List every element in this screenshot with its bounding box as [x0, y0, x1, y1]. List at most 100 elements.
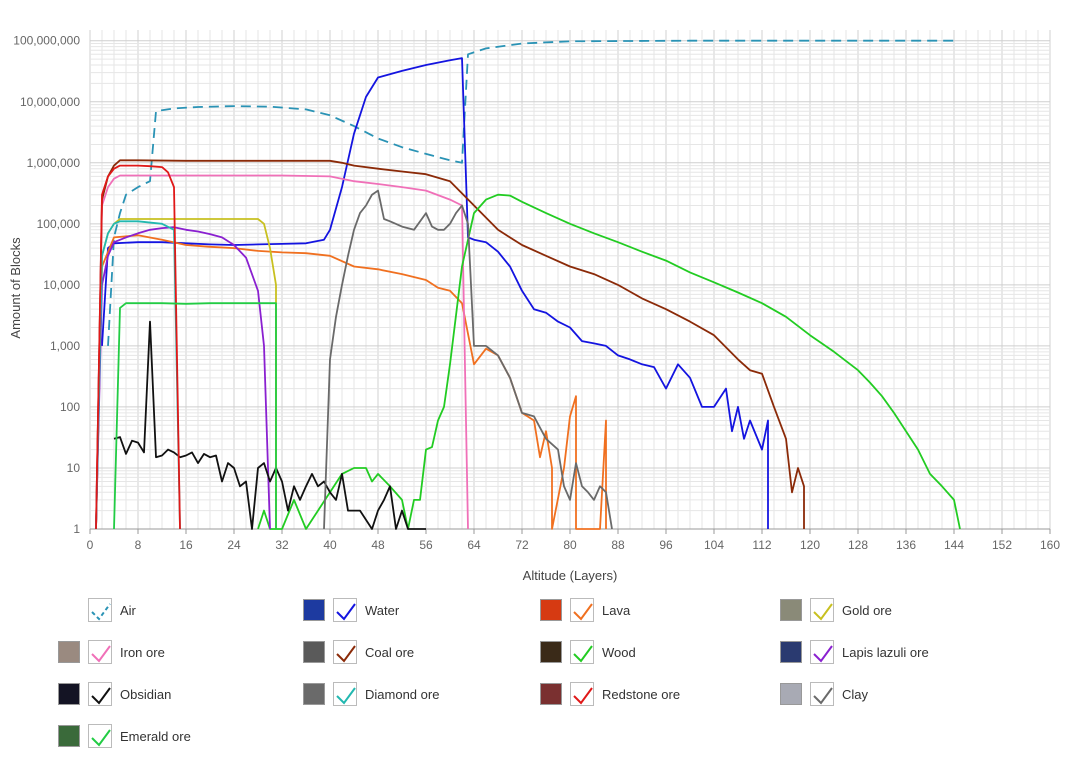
series-line-diamond-ore [95, 220, 181, 530]
legend-label: Redstone ore [602, 686, 681, 702]
legend-line-symbol [810, 640, 834, 664]
series-line-clay [323, 189, 613, 530]
legend-texture-swatch [303, 599, 325, 621]
x-tick-label: 96 [659, 538, 673, 552]
x-tick-label: 104 [704, 538, 724, 552]
legend-texture-swatch [58, 599, 80, 621]
legend-label: Diamond ore [365, 686, 440, 702]
legend-item: Obsidian [58, 680, 171, 708]
y-tick-label: 10,000,000 [20, 95, 80, 109]
legend-line-glyph [573, 645, 593, 663]
legend-line-glyph [573, 603, 593, 621]
legend-line-symbol [333, 682, 357, 706]
series-line-obsidian [113, 320, 426, 530]
x-tick-label: 72 [515, 538, 529, 552]
legend-line-stroke [813, 645, 833, 663]
legend-item: Lapis lazuli ore [780, 638, 929, 666]
legend: Air Water Lava Gold ore Iron ore Coal ore Wood… [0, 590, 1080, 760]
y-tick-label: 1,000 [50, 339, 80, 353]
x-tick-label: 136 [896, 538, 916, 552]
legend-item: Clay [780, 680, 868, 708]
series-line-wood [257, 193, 961, 530]
legend-item: Gold ore [780, 596, 892, 624]
legend-line-glyph [336, 687, 356, 705]
x-tick-label: 56 [419, 538, 433, 552]
legend-texture-swatch [303, 683, 325, 705]
series-line-iron-ore [95, 174, 469, 530]
legend-item: Air [58, 596, 136, 624]
legend-texture-swatch [58, 725, 80, 747]
legend-texture-swatch [780, 683, 802, 705]
x-tick-label: 152 [992, 538, 1012, 552]
legend-line-symbol [88, 598, 112, 622]
x-tick-label: 120 [800, 538, 820, 552]
x-tick-label: 16 [179, 538, 193, 552]
legend-label: Lava [602, 602, 631, 618]
legend-label: Wood [602, 644, 636, 660]
x-tick-label: 8 [135, 538, 142, 552]
series-line-air [107, 39, 954, 346]
legend-texture-swatch [540, 599, 562, 621]
legend-texture-swatch [540, 641, 562, 663]
legend-label: Coal ore [365, 644, 415, 660]
x-axis: 0 8 16 24 32 40 48 56 64 72 80 88 96 104 112 120 128 136 1… [87, 529, 1060, 552]
legend-line-stroke [91, 603, 111, 621]
legend-line-glyph [336, 603, 356, 621]
x-tick-label: 64 [467, 538, 481, 552]
legend-line-stroke [91, 729, 111, 747]
legend-line-stroke [336, 603, 356, 621]
series-lines [95, 39, 961, 530]
y-tick-label: 10,000 [43, 278, 80, 292]
legend-line-stroke [573, 687, 593, 705]
legend-texture-swatch [780, 641, 802, 663]
series-line-lava [95, 234, 607, 530]
legend-line-glyph [91, 603, 111, 621]
legend-texture-swatch [58, 683, 80, 705]
x-tick-label: 160 [1040, 538, 1060, 552]
legend-item: Coal ore [303, 638, 414, 666]
legend-label: Water [365, 602, 400, 618]
y-tick-label: 100,000,000 [13, 34, 80, 48]
x-tick-label: 80 [563, 538, 577, 552]
legend-line-stroke [91, 687, 111, 705]
series-line-lapis-lazuli-ore [95, 226, 271, 530]
x-tick-label: 128 [848, 538, 868, 552]
x-tick-label: 40 [323, 538, 337, 552]
legend-line-stroke [336, 687, 356, 705]
legend-line-stroke [813, 687, 833, 705]
y-tick-label: 1,000,000 [27, 156, 81, 170]
legend-line-stroke [573, 603, 593, 621]
legend-label: Air [120, 602, 136, 618]
y-tick-label: 100,000 [37, 217, 81, 231]
legend-line-glyph [336, 645, 356, 663]
legend-texture-swatch [540, 683, 562, 705]
series-line-coal-ore [95, 159, 805, 530]
legend-item: Water [303, 596, 399, 624]
legend-label: Lapis lazuli ore [842, 644, 929, 660]
legend-line-symbol [810, 598, 834, 622]
legend-label: Clay [842, 686, 869, 702]
legend-line-glyph [813, 603, 833, 621]
grid [89, 30, 1051, 530]
legend-label: Obsidian [120, 686, 172, 702]
legend-item: Redstone ore [540, 680, 680, 708]
legend-texture-swatch [58, 641, 80, 663]
legend-line-stroke [91, 645, 111, 663]
legend-texture-swatch [780, 599, 802, 621]
legend-line-stroke [573, 645, 593, 663]
y-tick-label: 10 [67, 461, 81, 475]
legend-line-glyph [91, 729, 111, 747]
series-line-emerald-ore [113, 302, 277, 530]
legend-line-symbol [88, 682, 112, 706]
legend-line-symbol [333, 640, 357, 664]
legend-line-glyph [813, 687, 833, 705]
x-tick-label: 48 [371, 538, 385, 552]
x-axis-title: Altitude (Layers) [523, 568, 618, 583]
legend-item: Emerald ore [58, 722, 191, 750]
x-tick-label: 112 [752, 538, 771, 552]
x-tick-label: 144 [944, 538, 964, 552]
legend-line-symbol [570, 598, 594, 622]
x-tick-label: 24 [227, 538, 241, 552]
y-axis: 1 10 100 1,000 10,000 100,000 1,000,000 10,000,… [13, 34, 80, 536]
series-line-water [101, 57, 769, 529]
